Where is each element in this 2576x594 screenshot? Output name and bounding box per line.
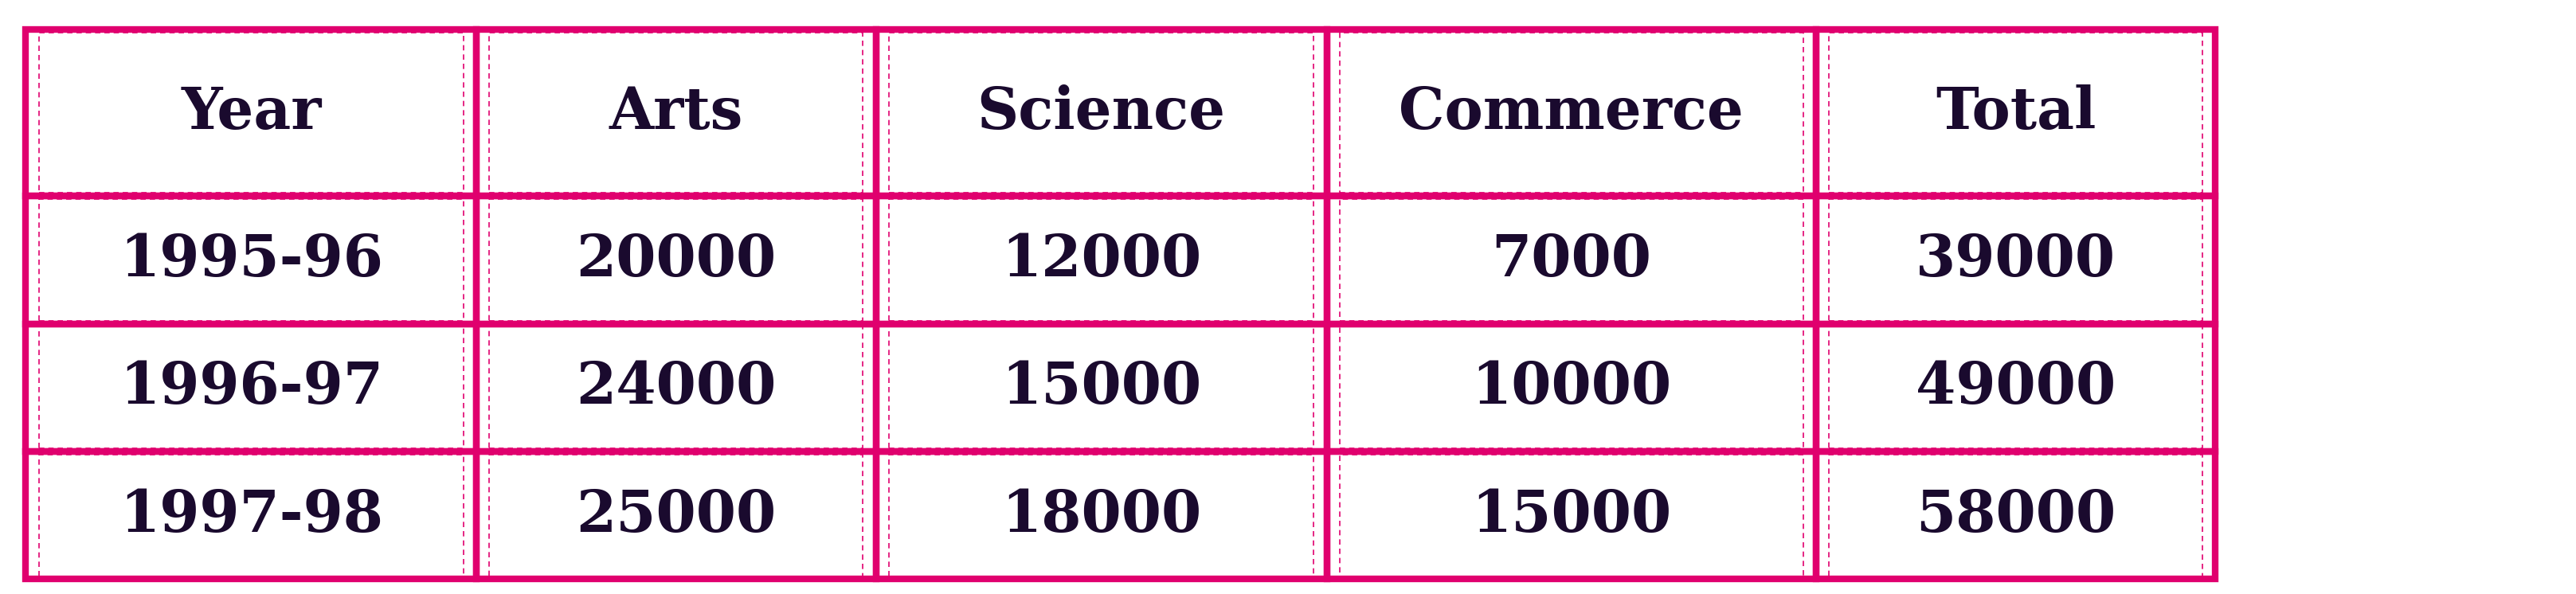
Bar — [1327, 30, 1816, 196]
Bar — [1816, 30, 2215, 196]
Bar — [1327, 196, 1816, 324]
Text: 18000: 18000 — [1002, 487, 1200, 544]
Bar — [1816, 324, 2215, 451]
Bar — [1829, 33, 2202, 193]
Bar — [1327, 324, 1816, 451]
Text: 49000: 49000 — [1917, 359, 2115, 416]
Text: 1995-96: 1995-96 — [118, 232, 384, 288]
Bar — [889, 454, 1314, 576]
Bar — [876, 196, 1327, 324]
Bar — [876, 324, 1327, 451]
Text: 20000: 20000 — [577, 232, 775, 288]
Bar — [39, 33, 464, 193]
Text: 1996-97: 1996-97 — [118, 359, 384, 416]
Bar — [876, 451, 1327, 579]
Bar — [26, 30, 477, 196]
Bar — [1816, 324, 2215, 451]
Text: 10000: 10000 — [1471, 359, 1672, 416]
Bar — [489, 454, 863, 576]
Bar — [477, 324, 876, 451]
Text: Year: Year — [180, 84, 322, 141]
Text: 39000: 39000 — [1917, 232, 2115, 288]
Bar — [876, 30, 1327, 196]
Bar — [1340, 454, 1803, 576]
Bar — [477, 30, 876, 196]
Bar — [1829, 327, 2202, 448]
Text: 24000: 24000 — [577, 359, 775, 416]
Bar — [26, 324, 477, 451]
Text: 7000: 7000 — [1492, 232, 1651, 288]
Text: Commerce: Commerce — [1399, 84, 1744, 141]
Bar — [1340, 199, 1803, 321]
Bar — [876, 451, 1327, 579]
Bar — [1327, 324, 1816, 451]
Bar — [26, 451, 477, 579]
Bar — [477, 196, 876, 324]
Bar — [876, 30, 1327, 196]
Bar — [26, 30, 477, 196]
Bar — [477, 324, 876, 451]
Bar — [477, 451, 876, 579]
Text: 15000: 15000 — [1471, 487, 1672, 544]
Text: 12000: 12000 — [1002, 232, 1200, 288]
Bar — [26, 196, 477, 324]
Text: 25000: 25000 — [577, 487, 775, 544]
Bar — [1816, 196, 2215, 324]
Bar — [1327, 196, 1816, 324]
Bar — [477, 30, 876, 196]
Bar — [1816, 30, 2215, 196]
Text: Science: Science — [976, 84, 1226, 141]
Text: 15000: 15000 — [1002, 359, 1200, 416]
Bar — [39, 327, 464, 448]
Bar — [876, 196, 1327, 324]
Bar — [39, 199, 464, 321]
Bar — [1340, 327, 1803, 448]
Text: 1997-98: 1997-98 — [118, 487, 384, 544]
Text: Arts: Arts — [608, 84, 744, 141]
Bar — [1816, 451, 2215, 579]
Bar — [489, 33, 863, 193]
Text: 58000: 58000 — [1917, 487, 2115, 544]
Bar — [1829, 199, 2202, 321]
Bar — [477, 196, 876, 324]
Bar — [1327, 30, 1816, 196]
Bar — [1829, 454, 2202, 576]
Bar — [1327, 451, 1816, 579]
Bar — [889, 33, 1314, 193]
Bar — [26, 324, 477, 451]
Bar — [26, 196, 477, 324]
Bar — [1327, 451, 1816, 579]
Bar — [477, 451, 876, 579]
Bar — [1340, 33, 1803, 193]
Bar — [889, 199, 1314, 321]
Bar — [1816, 196, 2215, 324]
Bar — [489, 327, 863, 448]
Bar — [889, 327, 1314, 448]
Bar — [489, 199, 863, 321]
Bar — [1816, 451, 2215, 579]
Bar — [26, 451, 477, 579]
Text: Total: Total — [1935, 84, 2097, 141]
Bar — [39, 454, 464, 576]
Bar — [876, 324, 1327, 451]
